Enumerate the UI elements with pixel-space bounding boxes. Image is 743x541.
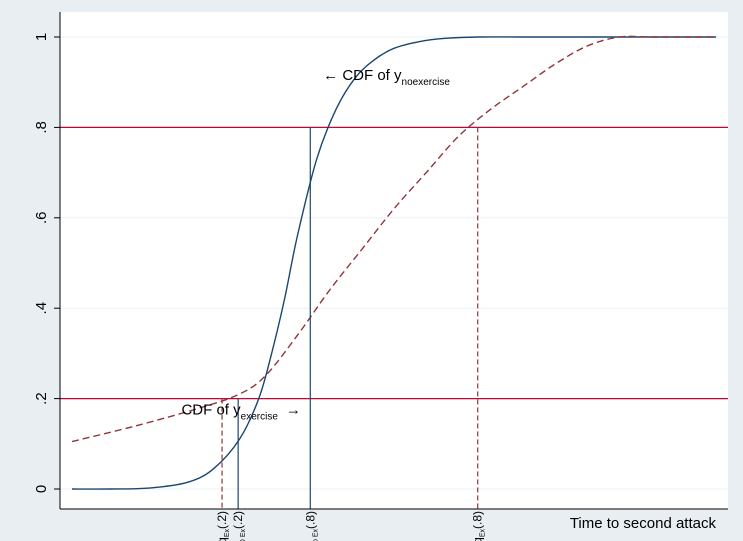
quantile-label-arg: (.2)	[215, 511, 229, 529]
quantile-label-arg: (.8)	[303, 511, 317, 529]
quantile-label: qNo Ex(.8)	[303, 511, 319, 541]
annotation-noexercise: ← CDF of ynoexercise	[323, 67, 450, 88]
quantile-label: qEx(.8)	[471, 511, 487, 541]
annotation-arrow: ←	[323, 67, 342, 84]
series-group	[71, 35, 716, 490]
y-tick-label: .2	[33, 392, 50, 405]
series-line	[71, 36, 716, 490]
y-tick-label: .8	[33, 121, 50, 134]
quantile-label: qEx(.2)	[215, 511, 231, 541]
quantile-label-sub: No Ex	[312, 529, 319, 541]
quantile-label-arg: (.2)	[231, 511, 245, 529]
annotation-exercise: CDF of yexercise →	[181, 401, 300, 422]
annotation-text: CDF of y	[181, 401, 241, 418]
quantile-label: qNO Ex(.2)	[231, 511, 247, 541]
y-ticks: 0 .2 .4 .6 .8 1	[33, 33, 60, 493]
quantile-label-arg: (.8)	[471, 511, 485, 529]
y-tick-label: 1	[33, 33, 50, 41]
y-tick-label: .4	[33, 302, 50, 315]
quantile-label-q: q	[215, 537, 229, 541]
series-line	[71, 35, 716, 443]
annotation-subscript: noexercise	[402, 77, 451, 88]
y-tick-label: 0	[33, 485, 50, 493]
x-axis-label: Time to second attack	[570, 515, 717, 532]
quantile-label-sub: Ex	[224, 529, 231, 538]
annotation-subscript: exercise	[241, 411, 279, 422]
quantile-label-sub: Ex	[480, 529, 487, 538]
quantile-label-q: q	[471, 537, 485, 541]
annotation-arrow: →	[286, 401, 301, 418]
reference-lines	[60, 126, 728, 400]
quantile-markers: qEx(.2)qNO Ex(.2)qNo Ex(.8)qEx(.8)	[215, 127, 487, 541]
annotation-text: CDF of y	[342, 67, 402, 84]
y-tick-label: .6	[33, 212, 50, 225]
quantile-label-sub: NO Ex	[240, 529, 247, 541]
plot-background	[60, 12, 728, 509]
